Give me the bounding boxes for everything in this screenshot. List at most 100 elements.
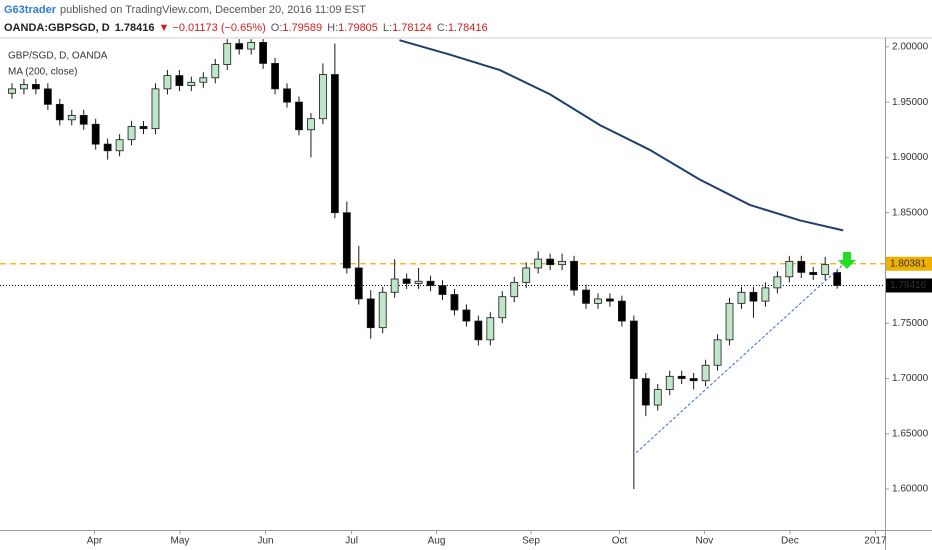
candle-body	[797, 260, 806, 273]
x-tick-label: Apr	[87, 536, 103, 547]
candle-body	[689, 378, 698, 382]
candle-body	[546, 258, 555, 266]
candle-body	[773, 276, 782, 289]
candle-body	[594, 298, 602, 304]
close-value: 1.78416	[448, 22, 488, 34]
trendline	[635, 264, 844, 453]
candle-body	[570, 260, 578, 291]
candle-body	[55, 103, 64, 121]
candle-body	[426, 280, 435, 287]
candle-body	[378, 291, 387, 329]
candle-body	[354, 267, 363, 300]
change-marker: ▼	[159, 22, 170, 34]
candle-body	[103, 143, 112, 152]
plot-area	[0, 39, 885, 490]
symbol-line: OANDA:GBPSGD, D 1.78416 ▼ −0.01173 (−0.65%)…	[4, 22, 488, 34]
candle-body	[462, 309, 471, 322]
change: −0.01173 (−0.65%)	[172, 22, 265, 34]
candle-body	[211, 64, 220, 79]
candle-body	[713, 339, 722, 366]
ohlc-label: L:	[383, 22, 392, 34]
open-value: 1.79589	[282, 22, 322, 34]
author[interactable]: G63trader	[4, 4, 57, 16]
candle-body	[665, 375, 674, 390]
symbol: OANDA:GBPSGD, D	[4, 22, 110, 34]
candle-body	[582, 289, 590, 304]
candle-body	[223, 43, 232, 65]
candle-body	[151, 88, 160, 130]
y-tick-label: 1.60000	[892, 484, 929, 495]
candle-body	[833, 272, 842, 286]
ma-line	[399, 39, 844, 232]
candle-body	[474, 320, 483, 341]
candle-body	[725, 302, 734, 341]
candle-body	[486, 317, 495, 341]
ohlc-label: H:	[327, 22, 338, 34]
header-line: G63trader published on TradingView.com, D…	[4, 4, 366, 16]
legend-entry: MA (200, close)	[8, 67, 77, 78]
candle-body	[199, 77, 208, 83]
level-label: 1.80381	[890, 258, 927, 269]
candle-body	[79, 114, 88, 125]
x-tick-label: Aug	[428, 536, 446, 547]
candle-body	[821, 264, 830, 276]
published: published on TradingView.com, December 2…	[60, 4, 366, 16]
candle-body	[737, 291, 746, 304]
candle-body	[761, 287, 770, 302]
x-tick-label: Sep	[522, 536, 540, 547]
candle-body	[247, 42, 256, 50]
candle-body	[641, 378, 650, 406]
candle-body	[163, 75, 172, 90]
candle-body	[127, 126, 136, 141]
candle-body	[271, 63, 279, 90]
candle-body	[91, 123, 100, 145]
candle-body	[115, 139, 124, 152]
x-tick-label: Jun	[257, 536, 273, 547]
y-tick-label: 1.85000	[892, 207, 929, 218]
y-tick-label: 1.90000	[892, 152, 929, 163]
candle-body	[43, 88, 52, 105]
down-arrow-annotation	[838, 252, 856, 269]
candle-body	[617, 300, 626, 322]
x-tick-label: May	[171, 536, 190, 547]
last-price-box	[886, 278, 932, 293]
candle-body	[522, 267, 531, 283]
low-value: 1.78124	[392, 22, 432, 34]
y-tick-label: 1.75000	[892, 318, 929, 329]
candle-body	[498, 296, 507, 319]
candle-body	[414, 280, 423, 284]
candle-body	[510, 281, 519, 298]
candle-body	[235, 43, 244, 50]
last-price-label: 1.78416	[890, 280, 927, 291]
candle-body	[8, 88, 16, 94]
y-tick-label: 1.95000	[892, 97, 929, 108]
legend-title: GBP/SGD, D, OANDA	[8, 51, 108, 62]
x-tick-label: Nov	[696, 536, 714, 547]
last-price: 1.78416	[115, 22, 155, 34]
x-tick-label: Dec	[781, 536, 799, 547]
candle-body	[139, 126, 148, 130]
candle-body	[20, 84, 28, 90]
candle-body	[677, 375, 686, 379]
candle-body	[749, 291, 758, 302]
candle-body	[534, 258, 543, 269]
candle-body	[438, 285, 447, 295]
candle-body	[785, 260, 794, 278]
candle-body	[283, 88, 291, 103]
candle-body	[390, 278, 399, 293]
x-tick-label: 2017	[864, 536, 887, 547]
candle-body	[342, 212, 351, 269]
high-value: 1.79805	[338, 22, 378, 34]
candle-body	[330, 74, 339, 214]
level-label-box	[886, 256, 932, 271]
ohlc-label: O:	[271, 22, 283, 34]
y-tick-label: 1.65000	[892, 428, 929, 439]
y-tick-label: 2.00000	[892, 41, 929, 52]
candle-body	[31, 84, 40, 90]
candle-body	[558, 260, 566, 266]
candle-body	[175, 75, 184, 86]
candle-body	[629, 320, 638, 379]
candle-body	[307, 118, 315, 131]
candle-body	[259, 42, 268, 64]
